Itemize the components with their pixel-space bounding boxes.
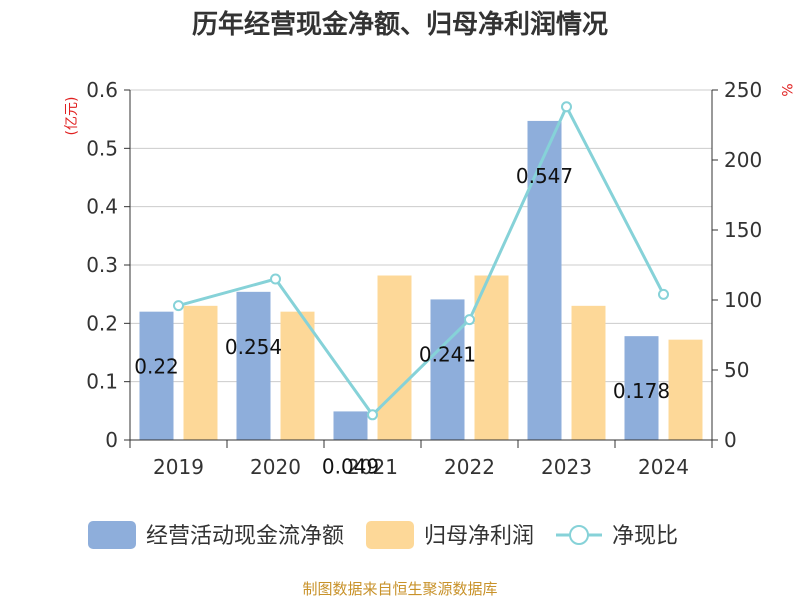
legend-label: 经营活动现金流净额 xyxy=(146,524,344,549)
ratio-line xyxy=(178,103,665,418)
bar xyxy=(527,120,562,441)
legend: 经营活动现金流净额 归母净利润 净现比 xyxy=(88,521,678,549)
chart-title: 历年经营现金净额、归母净利润情况 xyxy=(192,9,608,40)
bar-data-label: 0.049 xyxy=(322,454,379,478)
bar xyxy=(183,305,218,440)
bar xyxy=(430,299,465,440)
right-tick-label: 200 xyxy=(724,148,762,172)
bar xyxy=(624,336,659,440)
axes: 0 0.1 0.2 0.3 0.4 0.5 0.6 0 50 100 150 200 250 2019 20… xyxy=(86,78,762,479)
data-labels: 0.22 0.254 0.049 0.241 0.547 0.178 xyxy=(134,164,670,478)
legend-label: 归母净利润 xyxy=(424,524,534,549)
left-tick-label: 0.4 xyxy=(86,195,118,219)
line-point xyxy=(367,409,378,421)
bar xyxy=(280,311,315,440)
left-tick-label: 0 xyxy=(105,428,118,452)
x-tick-label: 2024 xyxy=(638,455,689,479)
right-tick-label: 150 xyxy=(724,218,762,242)
x-tick-label: 2022 xyxy=(444,455,495,479)
bar xyxy=(474,275,509,440)
bar xyxy=(139,311,174,440)
legend-swatch xyxy=(366,521,414,549)
bar xyxy=(333,411,368,440)
left-tick-label: 0.1 xyxy=(86,370,118,394)
line-point xyxy=(561,101,572,113)
x-tick-label: 2020 xyxy=(250,455,301,479)
bar xyxy=(668,339,703,440)
line-point xyxy=(173,300,184,312)
line-point xyxy=(658,288,669,300)
right-tick-label: 0 xyxy=(724,428,737,452)
x-tick-label: 2023 xyxy=(541,455,592,479)
right-axis-unit: % xyxy=(778,83,794,96)
legend-label: 净现比 xyxy=(612,524,678,549)
right-tick-label: 250 xyxy=(724,78,762,102)
line-point xyxy=(464,314,475,326)
left-tick-label: 0.2 xyxy=(86,311,118,335)
left-tick-label: 0.6 xyxy=(86,78,118,102)
x-tick-label: 2019 xyxy=(153,455,204,479)
bar xyxy=(377,275,412,440)
legend-swatch xyxy=(88,521,136,549)
bar-data-label: 0.547 xyxy=(516,164,573,188)
bar-data-label: 0.254 xyxy=(225,335,282,359)
left-axis-unit: (亿元) xyxy=(64,97,80,136)
bar-data-label: 0.178 xyxy=(613,379,670,403)
right-tick-label: 50 xyxy=(724,358,749,382)
legend-marker xyxy=(569,525,589,545)
grid-lines xyxy=(130,89,712,441)
bar-data-label: 0.241 xyxy=(419,342,476,366)
bar-series xyxy=(139,120,703,441)
left-tick-label: 0.5 xyxy=(86,136,118,160)
line-series xyxy=(173,101,669,421)
source-note: 制图数据来自恒生聚源数据库 xyxy=(302,580,497,598)
line-point xyxy=(270,273,281,285)
x-tick-label: 2021 xyxy=(347,455,398,479)
bar xyxy=(236,291,271,440)
bar-data-label: 0.22 xyxy=(134,355,179,379)
right-tick-label: 100 xyxy=(724,288,762,312)
bar xyxy=(571,305,606,440)
left-tick-label: 0.3 xyxy=(86,253,118,277)
